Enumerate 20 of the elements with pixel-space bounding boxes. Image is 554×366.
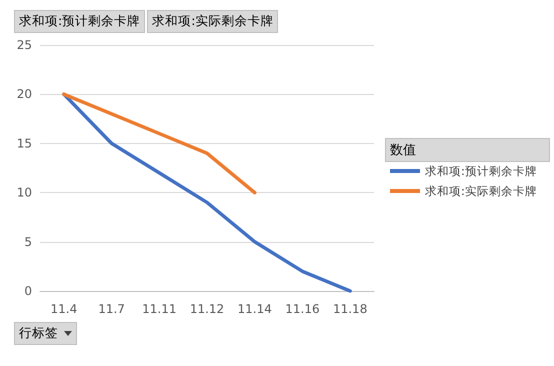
- legend-label: 求和项:实际剩余卡牌: [425, 184, 537, 198]
- y-tick-label: 10: [16, 186, 32, 200]
- x-tick-label: 11.4: [50, 302, 78, 316]
- text: 求和项:实际剩余卡牌: [152, 13, 274, 28]
- legend-title: 数值: [385, 138, 550, 162]
- x-tick-label: 11.14: [238, 302, 272, 316]
- text: 求和项:预计剩余卡牌: [19, 13, 140, 28]
- x-tick-label: 11.7: [98, 302, 125, 316]
- y-tick-label: 0: [24, 284, 32, 298]
- x-tick-label: 11.16: [285, 302, 320, 316]
- text: 行标签: [19, 325, 58, 342]
- y-tick-label: 5: [24, 234, 32, 249]
- x-tick-label: 11.12: [190, 302, 224, 316]
- x-tick-label: 11.18: [332, 302, 368, 316]
- line-series: [62, 92, 256, 194]
- y-tick-label: 25: [16, 38, 32, 52]
- y-tick-label: 20: [16, 87, 32, 102]
- y-tick-label: 15: [16, 136, 32, 150]
- legend-label: 求和项:预计剩余卡牌: [425, 164, 537, 178]
- x-tick-label: 11.11: [142, 302, 176, 316]
